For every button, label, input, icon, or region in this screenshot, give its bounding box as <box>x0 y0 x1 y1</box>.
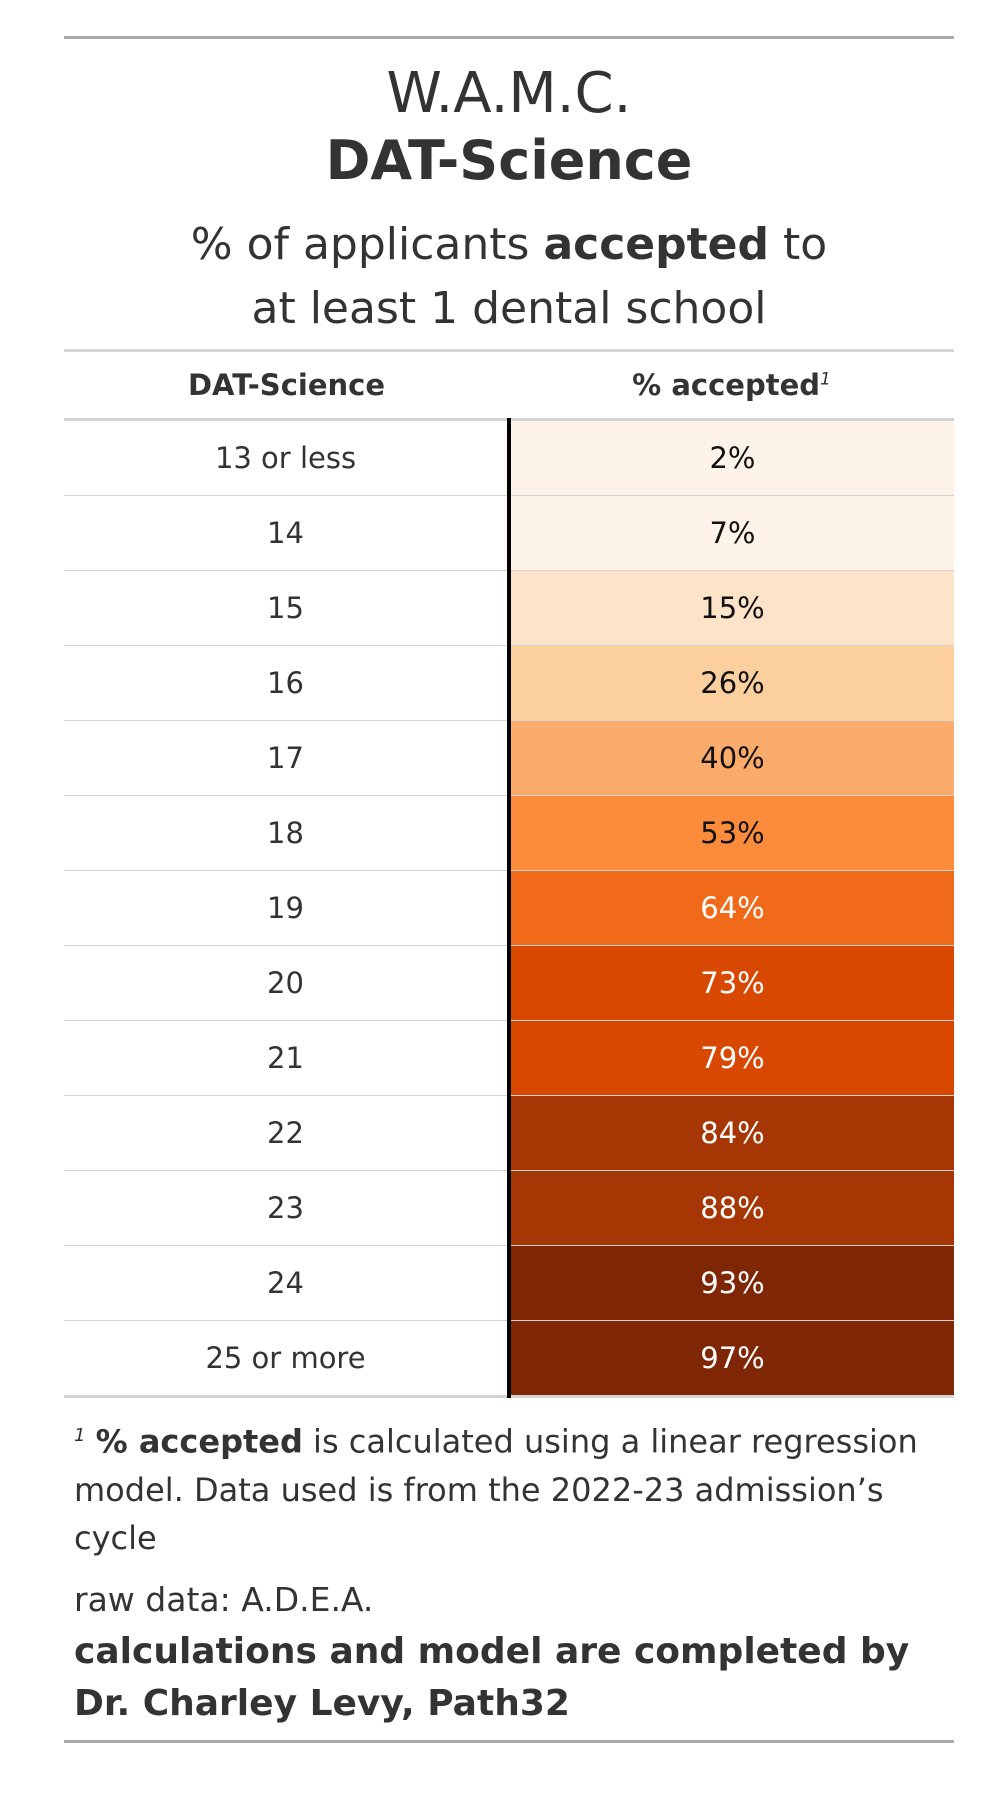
score-cell: 20 <box>64 945 509 1021</box>
table-row: 25 or more 97% <box>64 1320 954 1398</box>
table-body: 13 or less 2% 14 7% 15 15% 16 26% 17 40% 18 53% 19 64… <box>64 419 954 1398</box>
column-header-score: DAT-Science <box>64 352 509 421</box>
pct-cell: 7% <box>507 495 954 571</box>
pct-cell: 79% <box>507 1020 954 1096</box>
pct-cell: 84% <box>507 1095 954 1171</box>
pct-cell: 40% <box>507 720 954 796</box>
table-row: 23 88% <box>64 1170 954 1246</box>
footnote-marker: 1 <box>820 369 831 390</box>
footnote: 1 % accepted is calculated using a linea… <box>64 1398 954 1562</box>
top-rule <box>64 36 954 39</box>
pct-cell: 26% <box>507 645 954 721</box>
score-cell: 22 <box>64 1095 509 1171</box>
score-cell: 16 <box>64 645 509 721</box>
pct-cell: 97% <box>507 1320 954 1398</box>
table-row: 18 53% <box>64 795 954 871</box>
pct-cell: 73% <box>507 945 954 1021</box>
table-card: W.A.M.C. DAT-Science % of applicants acc… <box>64 36 954 1743</box>
column-header-score-label: DAT-Science <box>187 368 385 402</box>
footnote-bold: % accepted <box>95 1422 303 1461</box>
page-title: W.A.M.C. <box>386 61 632 126</box>
header-rule <box>64 349 954 352</box>
credit-line-2: Dr. Charley Levy, Path32 <box>74 1682 570 1724</box>
description-line2: at least 1 dental school <box>251 283 767 334</box>
pct-cell: 53% <box>507 795 954 871</box>
table-row: 22 84% <box>64 1095 954 1171</box>
credit-line-1: calculations and model are completed by <box>74 1630 910 1672</box>
table-description: % of applicants accepted to at least 1 d… <box>64 213 954 341</box>
score-cell: 19 <box>64 870 509 946</box>
bottom-rule <box>64 1739 954 1743</box>
score-cell: 15 <box>64 570 509 646</box>
pct-cell: 93% <box>507 1245 954 1321</box>
table-row: 17 40% <box>64 720 954 796</box>
column-header-pct-label: % accepted <box>632 368 820 402</box>
score-cell: 23 <box>64 1170 509 1246</box>
pct-cell: 15% <box>507 570 954 646</box>
pct-cell: 2% <box>507 419 954 496</box>
column-header-pct: % accepted1 <box>509 352 954 421</box>
footnote-text: is calculated using a linear regression … <box>74 1422 918 1557</box>
score-cell: 21 <box>64 1020 509 1096</box>
pct-cell: 88% <box>507 1170 954 1246</box>
table-row: 14 7% <box>64 495 954 571</box>
table-row: 24 93% <box>64 1245 954 1321</box>
score-cell: 14 <box>64 495 509 571</box>
table-row: 19 64% <box>64 870 954 946</box>
description-post: to <box>769 219 828 270</box>
description-pre: % of applicants <box>190 219 544 270</box>
score-cell: 18 <box>64 795 509 871</box>
score-cell: 25 or more <box>64 1320 509 1398</box>
data-table: DAT-Science % accepted1 13 or less 2% 14 7%… <box>64 352 954 1398</box>
footnote-mark: 1 <box>74 1425 86 1446</box>
table-header: W.A.M.C. DAT-Science % of applicants acc… <box>64 39 954 341</box>
table-row: 16 26% <box>64 645 954 721</box>
score-cell: 13 or less <box>64 419 509 496</box>
score-cell: 24 <box>64 1245 509 1321</box>
score-cell: 17 <box>64 720 509 796</box>
table-row: 13 or less 2% <box>64 419 954 496</box>
table-row: 21 79% <box>64 1020 954 1096</box>
source-note: raw data: A.D.E.A. <box>74 1579 374 1619</box>
description-bold: accepted <box>543 219 770 270</box>
column-header-row: DAT-Science % accepted1 <box>64 352 954 421</box>
pct-cell: 64% <box>507 870 954 946</box>
page-subtitle: DAT-Science <box>325 129 693 192</box>
table-row: 20 73% <box>64 945 954 1021</box>
table-row: 15 15% <box>64 570 954 646</box>
